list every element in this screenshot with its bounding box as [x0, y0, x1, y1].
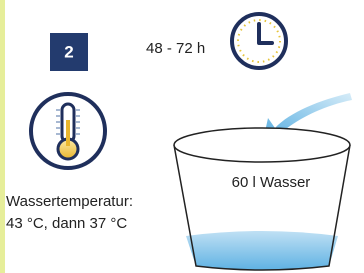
step-number: 2 [64, 42, 73, 61]
thermometer-icon [31, 94, 105, 168]
clock-icon [232, 14, 286, 68]
water-label: 60 l Wasser [232, 174, 311, 191]
temperature-line: 43 °C, dann 37 °C [6, 215, 127, 232]
illustration: 2 48 - 72 h Wassertemperatur: 43 °C, dan… [0, 0, 364, 273]
side-strip [0, 0, 5, 273]
duration-label: 48 - 72 h [146, 40, 205, 57]
temperature-line: Wassertemperatur: [6, 193, 133, 210]
water-bucket [174, 128, 350, 270]
